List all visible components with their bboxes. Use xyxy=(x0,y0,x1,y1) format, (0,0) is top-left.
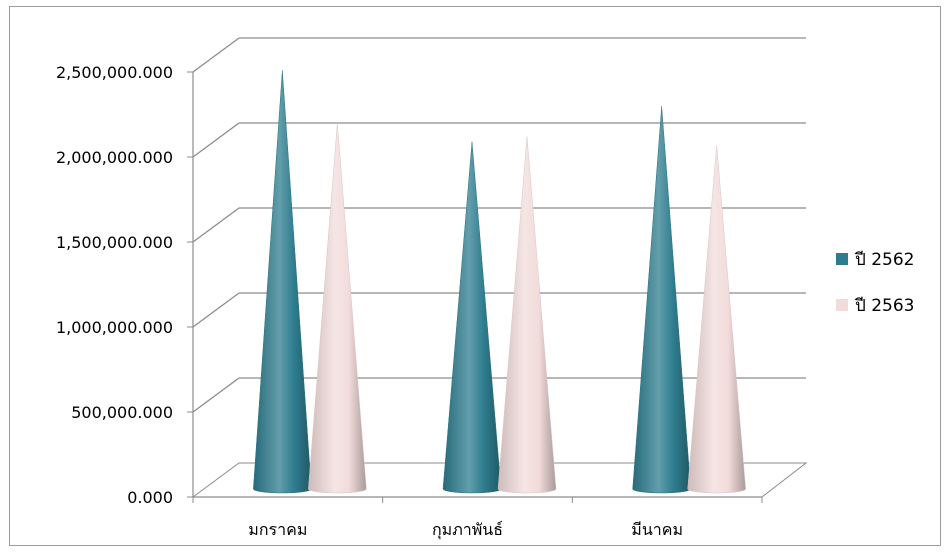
cone-mark xyxy=(253,70,312,494)
x-tick-label: กุมภาพันธ์ xyxy=(432,520,503,540)
legend-swatch xyxy=(836,299,848,311)
legend-label: ปี 2563 xyxy=(854,296,914,316)
cone-body xyxy=(687,145,746,494)
y-tick-label: 1,500,000.000 xyxy=(56,233,173,252)
cone-body xyxy=(308,122,367,494)
x-tick-label: มีนาคม xyxy=(631,520,683,539)
y-tick-label: 2,500,000.000 xyxy=(56,63,173,82)
cone-mark xyxy=(687,145,746,494)
y-tick-label: 1,000,000.000 xyxy=(56,318,173,337)
gridline-side xyxy=(192,292,240,328)
legend-item: ปี 2562 xyxy=(836,250,914,270)
cone-body xyxy=(632,105,691,494)
legend-item: ปี 2563 xyxy=(836,296,914,316)
legend-label: ปี 2562 xyxy=(854,250,914,270)
gridline-side xyxy=(192,122,240,158)
y-tick-label: 0.000 xyxy=(127,488,173,507)
cone-mark xyxy=(442,141,502,494)
cone-body xyxy=(442,141,502,494)
gridline-side xyxy=(192,37,240,73)
legend-swatch xyxy=(836,253,848,265)
cone-mark xyxy=(632,105,691,494)
gridline-side xyxy=(192,377,240,413)
cone-mark xyxy=(497,136,557,494)
y-tick-label: 2,000,000.000 xyxy=(56,148,173,167)
cone-body xyxy=(497,136,557,494)
x-tick-label: มกราคม xyxy=(248,520,307,539)
cone-body xyxy=(253,70,312,494)
gridline-side xyxy=(192,207,240,243)
y-tick-label: 500,000.000 xyxy=(71,403,173,422)
cone-mark xyxy=(308,122,367,494)
